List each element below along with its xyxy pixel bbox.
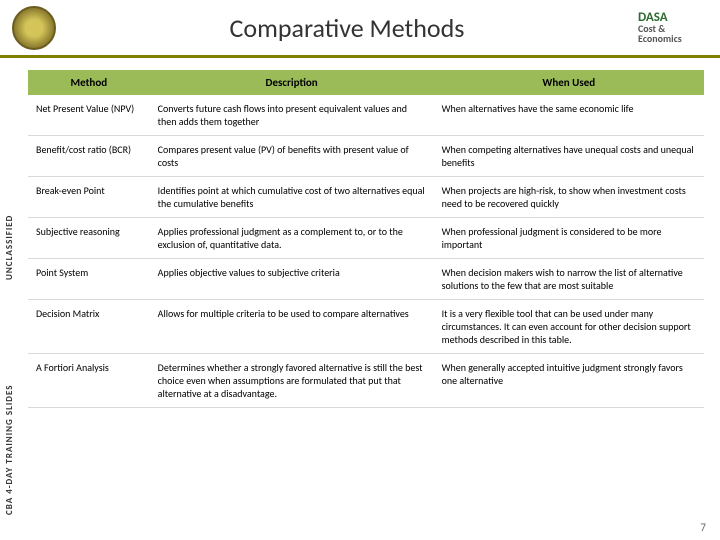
- cell-method: Subjective reasoning: [28, 218, 150, 259]
- header-description: Description: [150, 70, 434, 95]
- page-number: 7: [700, 521, 706, 534]
- course-label: CBA 4-DAY TRAINING SLIDES: [4, 384, 15, 515]
- slide-header: Comparative Methods DASA Cost & Economic…: [0, 0, 720, 58]
- cell-description: Applies professional judgment as a compl…: [150, 218, 434, 259]
- logo-line3: Economics: [638, 34, 708, 44]
- cell-method: Benefit/cost ratio (BCR): [28, 136, 150, 177]
- cell-when: When generally accepted intuitive judgme…: [434, 354, 704, 408]
- cell-when: When alternatives have the same economic…: [434, 95, 704, 136]
- methods-table: Method Description When Used Net Present…: [28, 70, 704, 408]
- cell-description: Converts future cash flows into present …: [150, 95, 434, 136]
- table-row: Net Present Value (NPV)Converts future c…: [28, 95, 704, 136]
- table-header-row: Method Description When Used: [28, 70, 704, 95]
- table-row: Decision MatrixAllows for multiple crite…: [28, 300, 704, 354]
- cell-description: Compares present value (PV) of benefits …: [150, 136, 434, 177]
- header-when: When Used: [434, 70, 704, 95]
- cell-method: A Fortiori Analysis: [28, 354, 150, 408]
- cell-description: Determines whether a strongly favored al…: [150, 354, 434, 408]
- table-row: A Fortiori AnalysisDetermines whether a …: [28, 354, 704, 408]
- cell-when: It is a very flexible tool that can be u…: [434, 300, 704, 354]
- methods-table-container: Method Description When Used Net Present…: [28, 70, 704, 408]
- cell-description: Applies objective values to subjective c…: [150, 259, 434, 300]
- header-method: Method: [28, 70, 150, 95]
- dasa-logo: DASA Cost & Economics: [638, 11, 708, 44]
- army-seal-icon: [12, 6, 56, 50]
- table-row: Subjective reasoningApplies professional…: [28, 218, 704, 259]
- table-row: Break-even PointIdentifies point at whic…: [28, 177, 704, 218]
- table-row: Benefit/cost ratio (BCR)Compares present…: [28, 136, 704, 177]
- cell-description: Allows for multiple criteria to be used …: [150, 300, 434, 354]
- cell-when: When professional judgment is considered…: [434, 218, 704, 259]
- cell-when: When decision makers wish to narrow the …: [434, 259, 704, 300]
- classification-label: UNCLASSIFIED: [4, 215, 15, 280]
- cell-method: Decision Matrix: [28, 300, 150, 354]
- slide-title: Comparative Methods: [56, 12, 638, 44]
- cell-description: Identifies point at which cumulative cos…: [150, 177, 434, 218]
- cell-when: When projects are high-risk, to show whe…: [434, 177, 704, 218]
- table-row: Point SystemApplies objective values to …: [28, 259, 704, 300]
- cell-method: Point System: [28, 259, 150, 300]
- cell-when: When competing alternatives have unequal…: [434, 136, 704, 177]
- cell-method: Break-even Point: [28, 177, 150, 218]
- cell-method: Net Present Value (NPV): [28, 95, 150, 136]
